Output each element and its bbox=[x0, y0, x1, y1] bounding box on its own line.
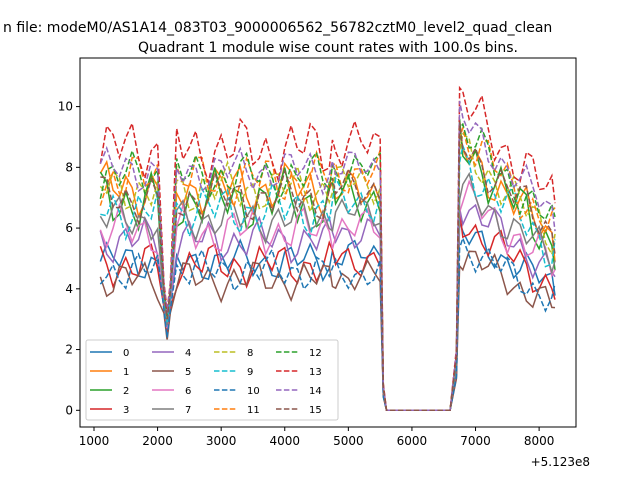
y-tick-label: 10 bbox=[58, 100, 73, 114]
y-tick-label: 0 bbox=[65, 403, 73, 417]
y-tick-label: 8 bbox=[65, 160, 73, 174]
legend-label: 15 bbox=[309, 405, 322, 416]
x-tick-label: 6000 bbox=[397, 434, 428, 448]
y-tick-label: 6 bbox=[65, 221, 73, 235]
x-tick-label: 4000 bbox=[269, 434, 300, 448]
legend-label: 7 bbox=[185, 405, 191, 416]
legend-label: 1 bbox=[123, 367, 129, 378]
legend-label: 10 bbox=[247, 386, 260, 397]
x-offset-label: +5.123e8 bbox=[531, 455, 590, 469]
series-line-9 bbox=[100, 143, 556, 412]
x-tick-label: 5000 bbox=[333, 434, 364, 448]
plot-frame bbox=[79, 57, 577, 428]
series-line-14 bbox=[99, 100, 556, 412]
legend-label: 8 bbox=[247, 348, 253, 359]
x-tick-label: 1000 bbox=[79, 434, 110, 448]
y-axis-ticks: 0 2 4 6 8 10 bbox=[58, 100, 80, 417]
legend-label: 6 bbox=[185, 386, 191, 397]
chart-title: Quadrant 1 module wise count rates with … bbox=[138, 40, 518, 56]
legend-label: 13 bbox=[309, 367, 322, 378]
legend-label: 5 bbox=[185, 367, 191, 378]
legend-label: 2 bbox=[123, 386, 129, 397]
legend-label: 11 bbox=[247, 405, 260, 416]
x-tick-label: 3000 bbox=[206, 434, 237, 448]
y-tick-label: 4 bbox=[65, 282, 73, 296]
legend-frame bbox=[85, 339, 339, 421]
y-tick-label: 2 bbox=[65, 343, 73, 357]
figure-suptitle: n file: modeM0/AS1A14_083T03_9000006562_… bbox=[3, 20, 552, 36]
plot-lines bbox=[99, 85, 556, 412]
x-tick-label: 8000 bbox=[524, 434, 555, 448]
legend-label: 3 bbox=[123, 405, 129, 416]
legend-label: 9 bbox=[247, 367, 253, 378]
x-axis-ticks: 1000 2000 3000 4000 5000 6000 7000 8000 bbox=[79, 427, 555, 448]
series-line-15 bbox=[100, 121, 556, 412]
series-line-4 bbox=[99, 203, 556, 412]
legend-label: 14 bbox=[309, 386, 322, 397]
x-tick-label: 7000 bbox=[460, 434, 491, 448]
x-tick-label: 2000 bbox=[142, 434, 173, 448]
series-line-10 bbox=[99, 235, 556, 412]
legend-label: 12 bbox=[309, 348, 322, 359]
series-line-5 bbox=[99, 250, 556, 412]
legend-label: 0 bbox=[123, 348, 129, 359]
series-line-13 bbox=[99, 85, 556, 412]
legend-label: 4 bbox=[185, 348, 191, 359]
series-line-12 bbox=[99, 122, 556, 412]
